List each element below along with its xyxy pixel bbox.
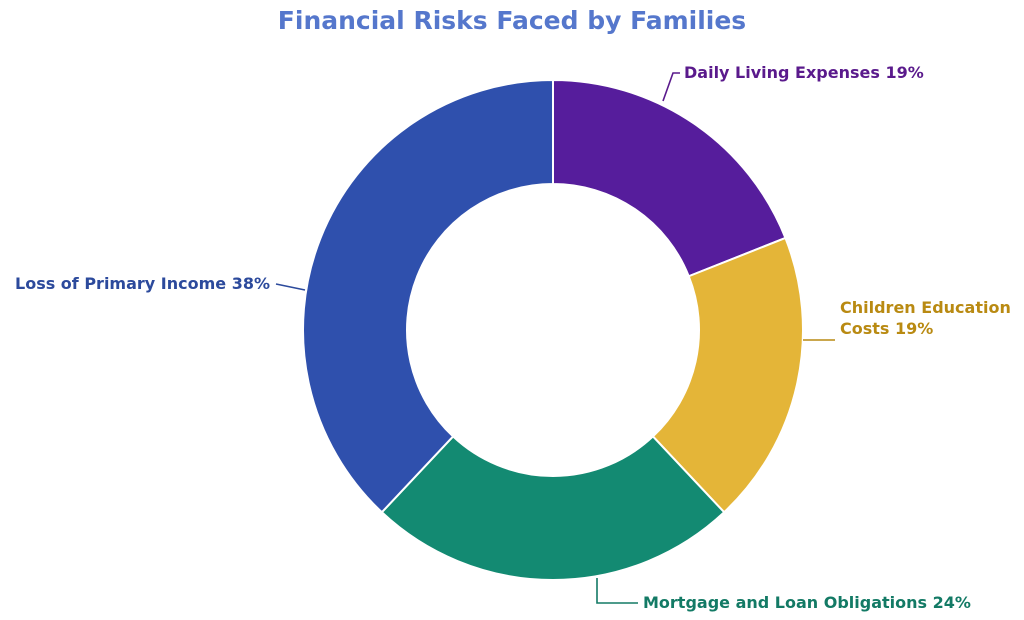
slice-label: Daily Living Expenses 19% [684,63,924,82]
leader-line [662,72,680,102]
donut-slice-loss-of-primary-income [302,78,554,514]
slice-label: Loss of Primary Income 38% [15,274,270,293]
leader-line [275,283,306,291]
donut-slice-children-education-costs [651,236,804,514]
slice-label: Mortgage and Loan Obligations 24% [643,593,971,612]
slice-label: Costs 19% [840,319,933,338]
slice-label: Children Education [840,298,1011,317]
leader-line [596,578,638,604]
donut-slice-mortgage-and-loan-obligations [380,435,726,581]
donut-slice-daily-living-expenses [552,78,787,278]
chart-title: Financial Risks Faced by Families [277,6,747,35]
